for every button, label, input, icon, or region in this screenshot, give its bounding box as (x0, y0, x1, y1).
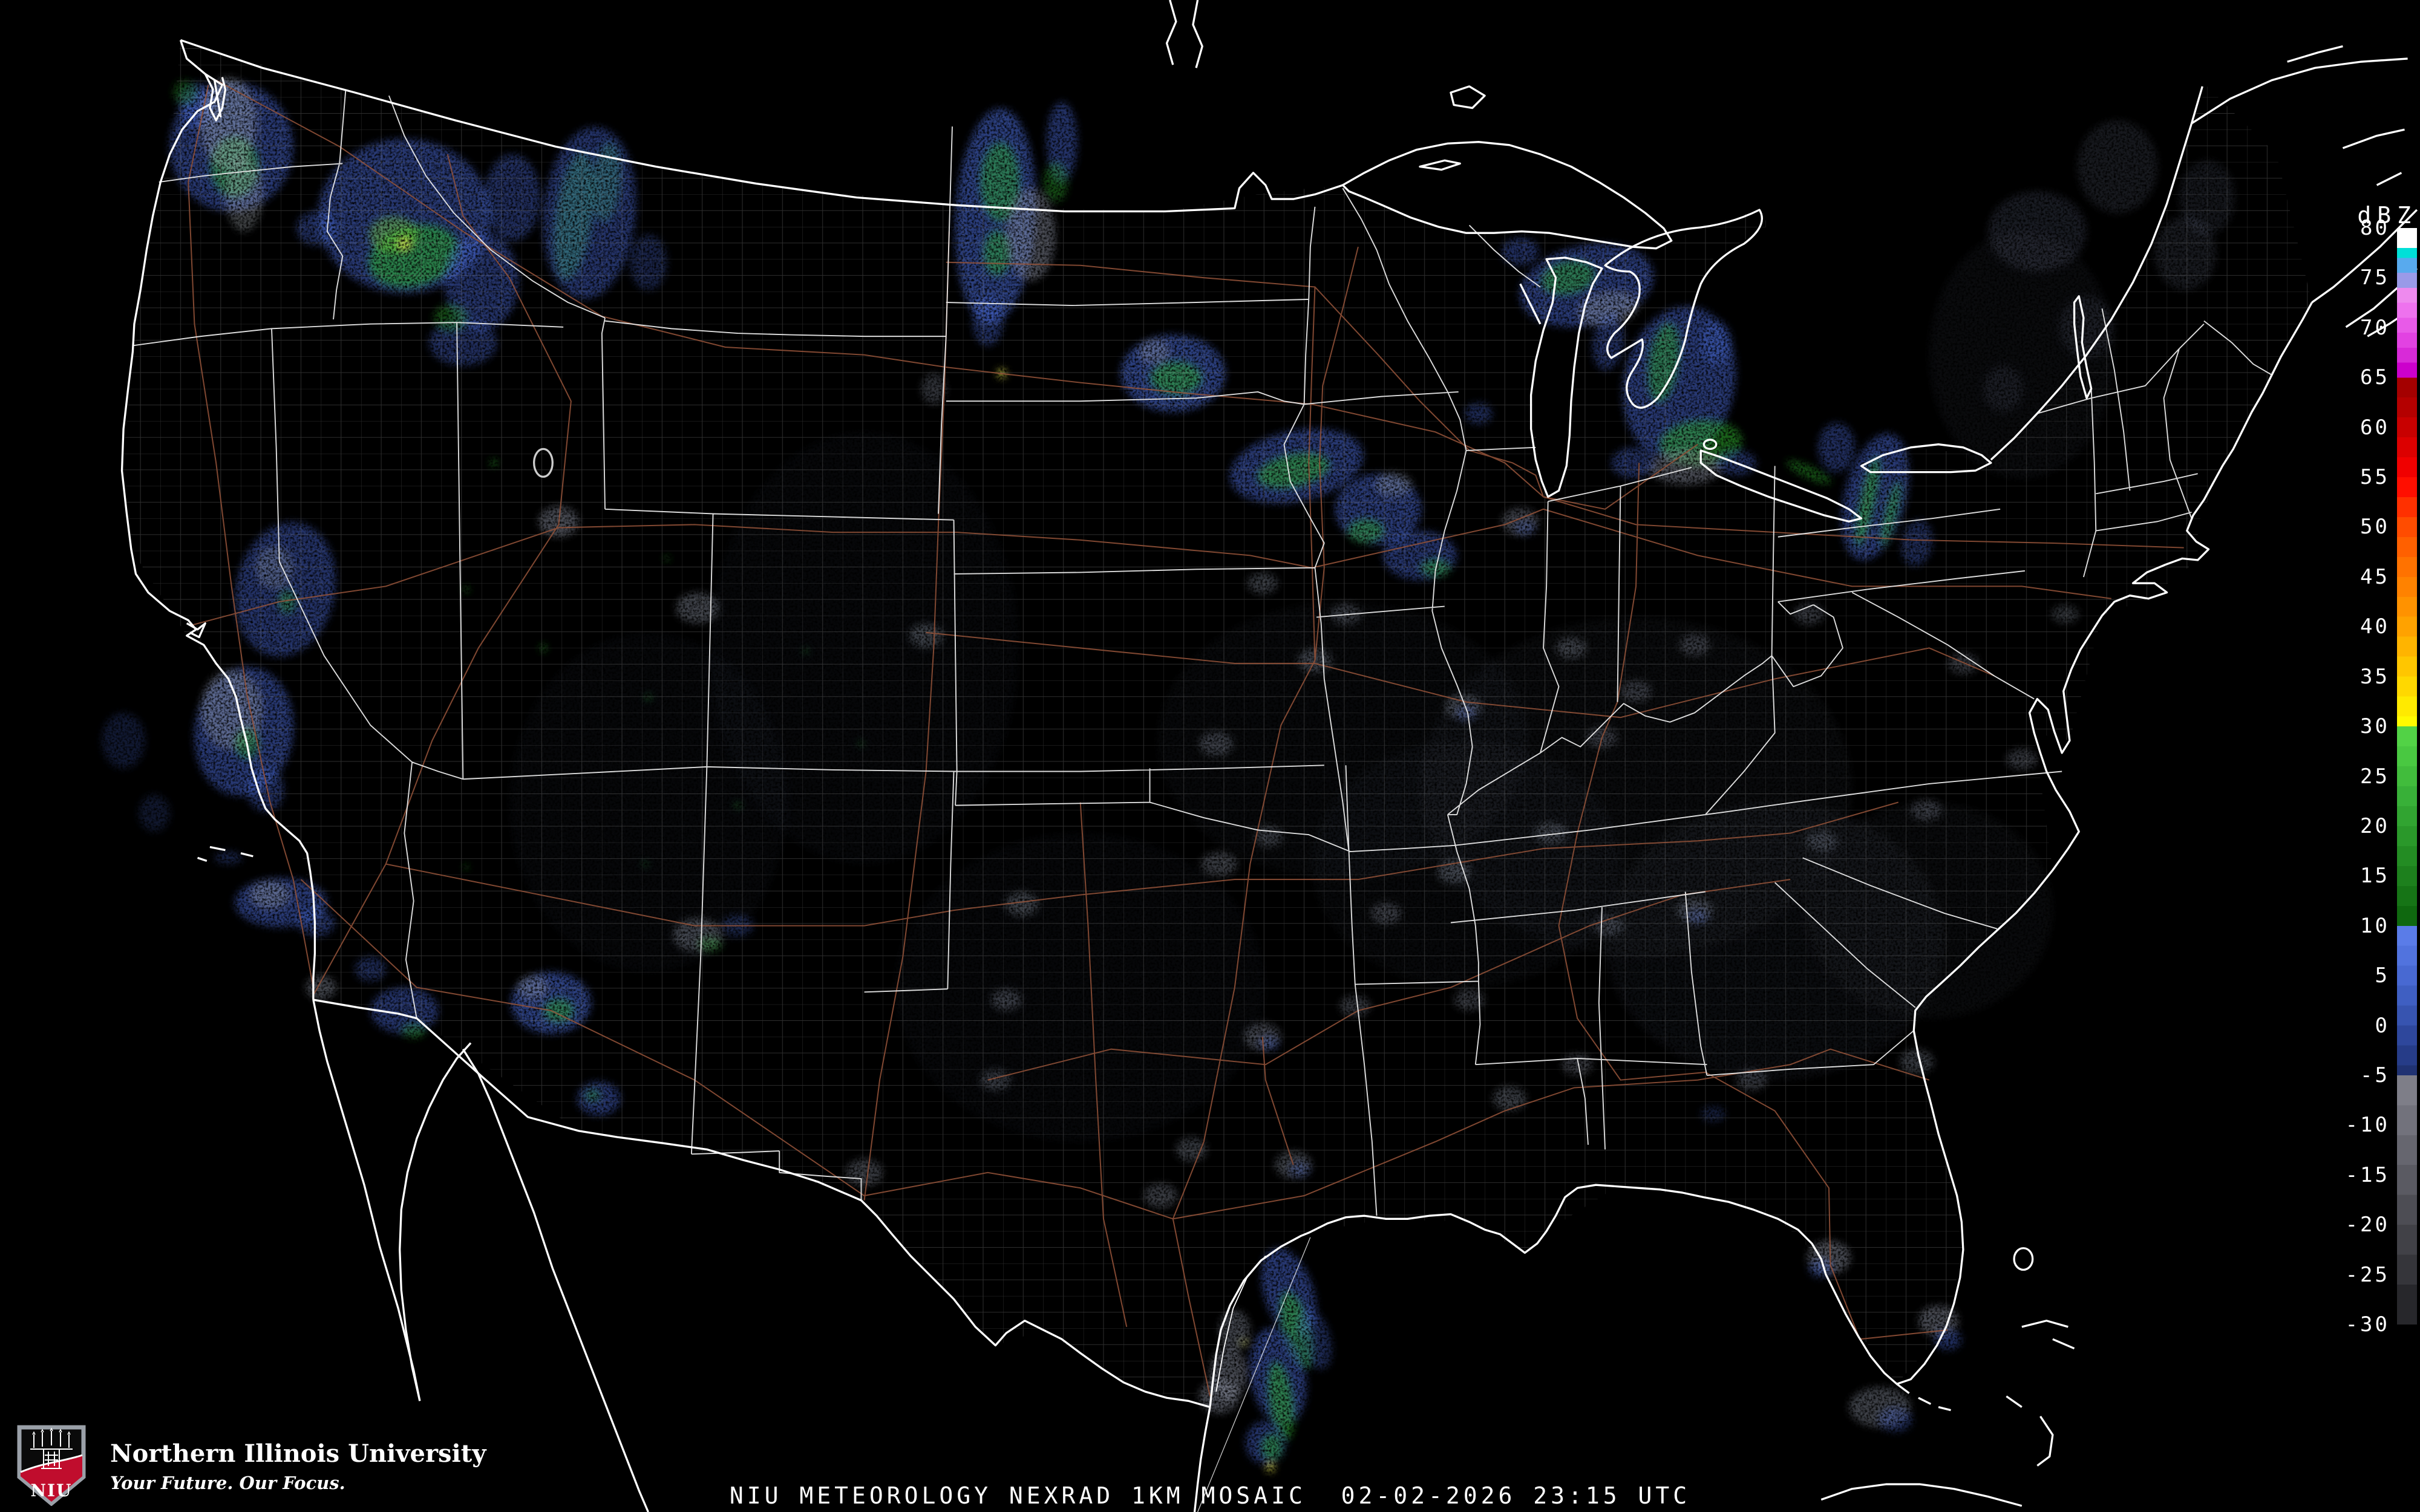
radar-echo (1043, 161, 1068, 203)
highway-lines-layer (188, 79, 2184, 1396)
niu-shield: NIU (17, 1425, 86, 1506)
radar-echo (2077, 120, 2158, 213)
shield-swoosh-line (20, 1454, 83, 1473)
radar-echo (1878, 1407, 1912, 1432)
radar-echo (1265, 1462, 1275, 1472)
radar-echo (214, 852, 243, 864)
radar-echo (1298, 1309, 1332, 1370)
coastline-layer (120, 0, 2418, 1512)
radar-echo (1701, 321, 1732, 365)
radar-echo (1261, 1433, 1283, 1461)
radar-echo (1934, 1328, 1962, 1351)
university-name: Northern Illinois University (110, 1439, 486, 1468)
radar-echo (401, 1023, 427, 1038)
radar-echo (250, 881, 290, 909)
castle-icon (30, 1427, 73, 1469)
radar-echo (1267, 1361, 1295, 1441)
radar-echo (1818, 422, 1856, 472)
radar-echo (1046, 102, 1078, 183)
niu-logo: NIU Northern Illinois University Your Fu… (13, 1425, 486, 1506)
radar-echo (139, 794, 170, 832)
radar-echo (979, 142, 1021, 223)
state-lines-layer (132, 89, 2272, 1216)
niu-monogram: NIU (30, 1481, 72, 1501)
radar-echo (1786, 460, 1832, 484)
radar-echo (102, 712, 145, 769)
university-tagline: Your Future. Our Focus. (110, 1473, 345, 1493)
caption-text: NIU METEOROLOGY NEXRAD 1KM MOSAIC 02-02-… (729, 1482, 1691, 1509)
